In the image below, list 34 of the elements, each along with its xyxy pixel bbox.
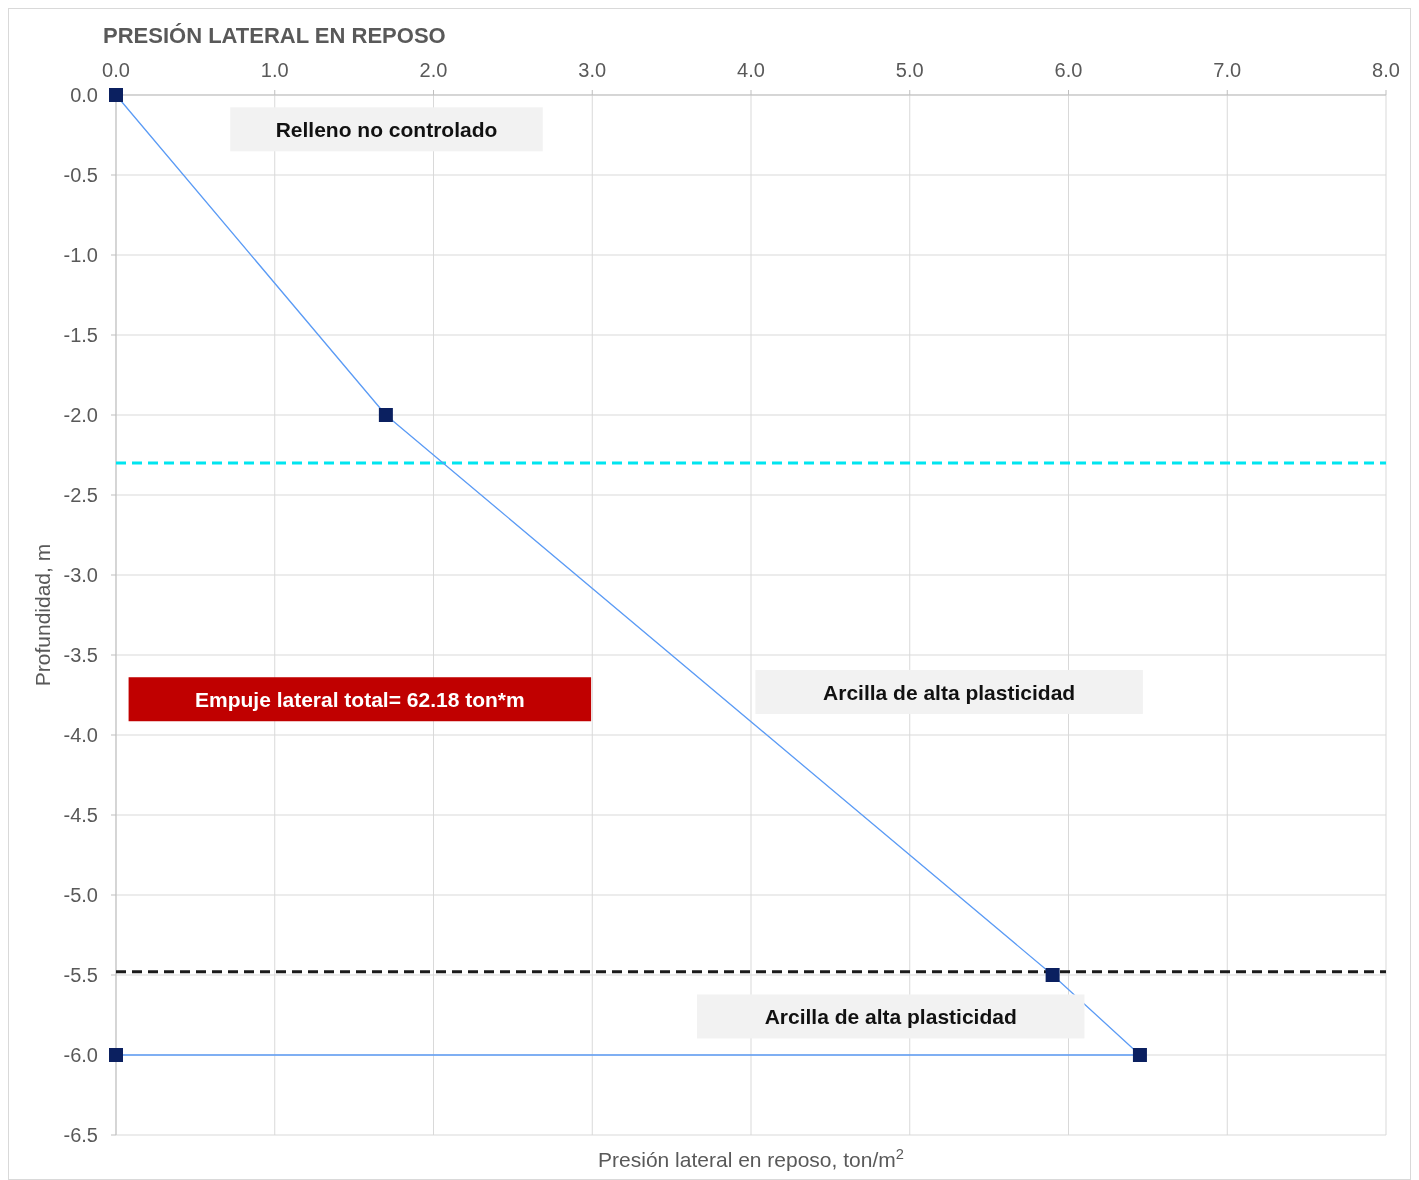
y-tick-label: -5.0 [63,884,98,906]
y-tick-label: -2.0 [63,404,98,426]
y-tick-label: -6.5 [63,1124,98,1146]
note-box: Arcilla de alta plasticidad [696,994,1085,1039]
y-tick-label: -4.0 [63,724,98,746]
annotation: Empuje lateral total= 62.18 ton*m [194,688,525,712]
x-tick-label: 4.0 [737,59,765,81]
x-tick-label: 5.0 [895,59,924,81]
annotation: Relleno no controlado [275,118,498,142]
y-axis-title: Profundidad, m [31,543,54,687]
y-tick-label: -3.0 [63,564,98,586]
y-tick-label: -3.5 [63,644,98,666]
x-tick-label: 6.0 [1054,59,1083,81]
x-tick-label: 3.0 [578,59,607,81]
y-tick-label: -4.5 [63,804,98,826]
note-box: Arcilla de alta plasticidad [755,669,1143,714]
y-tick-label: -6.0 [63,1044,98,1066]
x-tick-label: 7.0 [1213,59,1242,81]
y-tick-label: -5.5 [63,964,98,986]
y-tick-label: -1.0 [63,244,98,266]
x-tick-label: 8.0 [1372,59,1400,81]
y-tick-label: -2.5 [63,484,98,506]
x-tick-label: 1.0 [260,59,289,81]
x-tick-label: 2.0 [419,59,448,81]
annotation: Arcilla de alta plasticidad [764,1005,1017,1029]
chart-title: PRESIÓN LATERAL EN REPOSO [103,23,446,48]
annotation: Arcilla de alta plasticidad [823,680,1076,704]
highlight-note-box: Empuje lateral total= 62.18 ton*m [128,677,592,722]
note-box: Relleno no controlado [230,107,543,152]
y-tick-label: 0.0 [70,84,98,106]
y-tick-label: -1.5 [63,324,98,346]
x-tick-label: 0.0 [102,59,130,81]
y-tick-label: -0.5 [63,164,98,186]
x-axis-title: Presión lateral en reposo, ton/m$^{2}$ [598,1146,904,1171]
